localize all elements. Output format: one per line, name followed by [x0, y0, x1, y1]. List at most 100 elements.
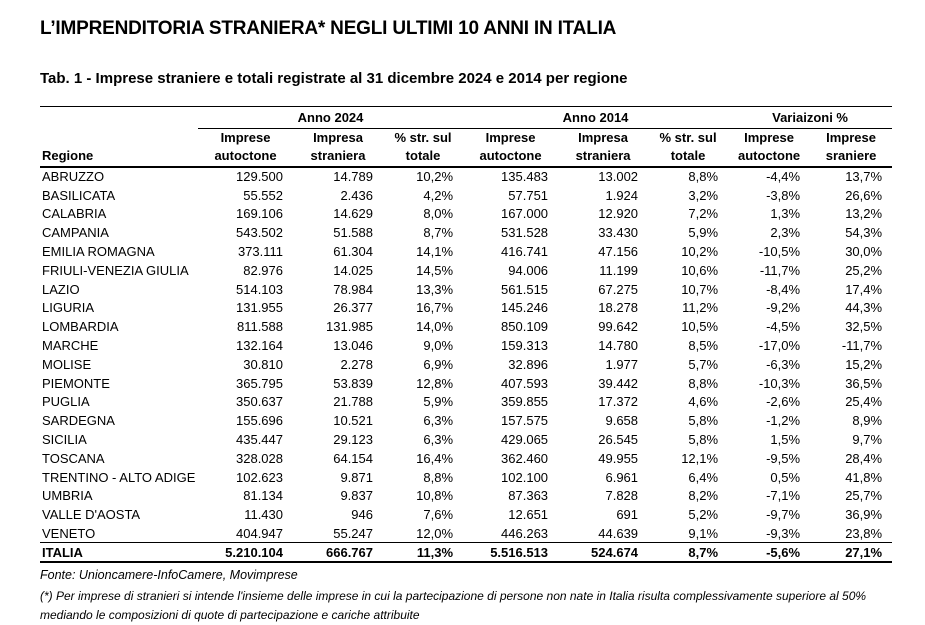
value-cell: 11.199 [599, 262, 639, 278]
region-cell: TOSCANA [42, 450, 105, 466]
value-cell: 11,3% [383, 542, 464, 563]
table-row: PUGLIA 350.637 21.788 5,9% 359.855 17.372 4,6%… [40, 393, 892, 412]
value-cell: 10.521 [333, 413, 373, 429]
value-cell: 9,1% [688, 525, 719, 541]
region-cell: LOMBARDIA [42, 319, 119, 335]
region-cell: ABRUZZO [42, 169, 105, 185]
value-cell: 81.134 [243, 488, 283, 504]
value-cell: 26.377 [333, 300, 373, 316]
value-cell: 61.304 [333, 244, 373, 260]
value-cell: 78.984 [333, 281, 373, 297]
value-cell: 23,8% [845, 525, 883, 541]
value-cell: -9,3% [766, 525, 801, 541]
value-cell: 6,9% [423, 356, 454, 372]
table-caption: Tab. 1 - Imprese straniere e totali regi… [40, 70, 628, 87]
value-cell: 55.552 [243, 187, 283, 203]
value-cell: 5.210.104 [198, 542, 293, 563]
value-cell: 14,5% [416, 262, 454, 278]
value-cell: 12,8% [416, 375, 454, 391]
region-cell: ITALIA [40, 542, 198, 563]
value-cell: 21.788 [333, 394, 373, 410]
definition-note: (*) Per imprese di stranieri si intende … [40, 588, 867, 622]
column-header-var-straniere: Imprese sraniere [810, 128, 893, 168]
value-cell: 0,5% [770, 469, 801, 485]
table-row: UMBRIA 81.134 9.837 10,8% 87.363 7.828 8,2% -7,… [40, 487, 892, 506]
value-cell: 404.947 [236, 525, 283, 541]
value-cell: 6,3% [423, 432, 454, 448]
region-cell: LAZIO [42, 281, 80, 297]
value-cell: 11.430 [244, 507, 283, 523]
region-cell: TRENTINO - ALTO ADIGE [42, 469, 196, 485]
value-cell: 17,4% [845, 281, 883, 297]
table-row: TOSCANA 328.028 64.154 16,4% 362.460 49.955 12… [40, 449, 892, 468]
value-cell: 14.780 [598, 338, 639, 354]
region-cell: MOLISE [42, 356, 92, 372]
value-cell: 666.767 [293, 542, 383, 563]
region-cell: BASILICATA [42, 187, 116, 203]
region-cell: MARCHE [42, 338, 99, 354]
value-cell: 99.642 [598, 319, 639, 335]
table-row: LOMBARDIA 811.588 131.985 14,0% 850.109 99.64… [40, 317, 892, 336]
value-cell: 13,7% [845, 169, 883, 185]
value-cell: 4,2% [423, 187, 454, 203]
value-cell: 11,2% [682, 300, 719, 316]
value-cell: 25,4% [845, 394, 883, 410]
value-cell: 365.795 [236, 375, 283, 391]
value-cell: 14.789 [333, 169, 373, 185]
value-cell: 36,5% [845, 375, 883, 391]
value-cell: -11,7% [759, 262, 801, 278]
value-cell: 8,8% [688, 375, 719, 391]
region-cell: SARDEGNA [42, 413, 115, 429]
value-cell: 514.103 [236, 281, 283, 297]
source-note: Fonte: Unioncamere-InfoCamere, Movimpres… [40, 567, 298, 582]
value-cell: 8,2% [688, 488, 719, 504]
value-cell: -9,7% [766, 507, 801, 523]
table-row: EMILIA ROMAGNA 373.111 61.304 14,1% 416.741 4… [40, 242, 892, 261]
value-cell: 524.674 [558, 542, 649, 563]
value-cell: 87.363 [508, 488, 549, 504]
value-cell: 51.588 [333, 225, 373, 241]
value-cell: 30.810 [243, 356, 283, 372]
value-cell: 10,8% [416, 488, 454, 504]
group-header-empty [40, 106, 198, 129]
value-cell: 1.977 [605, 356, 639, 372]
region-cell: EMILIA ROMAGNA [42, 244, 155, 260]
region-cell: CALABRIA [42, 206, 107, 222]
value-cell: 5.516.513 [463, 542, 559, 563]
table-row: LAZIO 514.103 78.984 13,3% 561.515 67.275 10,7… [40, 280, 892, 299]
value-cell: 8,5% [688, 338, 719, 354]
value-cell: 12,0% [416, 525, 454, 541]
value-cell: 102.623 [236, 469, 283, 485]
value-cell: -4,5% [766, 319, 801, 335]
group-header-row: Anno 2024 Anno 2014 Variaizoni % [40, 106, 893, 129]
value-cell: 14,1% [416, 244, 454, 260]
table-body: ABRUZZO 129.500 14.789 10,2% 135.483 13.002 8,… [40, 167, 893, 563]
value-cell: 13.046 [333, 338, 373, 354]
value-cell: 3,2% [688, 187, 719, 203]
value-cell: -3,8% [766, 187, 801, 203]
column-header-regione: Regione [40, 128, 198, 168]
value-cell: 64.154 [333, 450, 373, 466]
region-cell: VENETO [42, 525, 96, 541]
value-cell: -1,2% [766, 413, 801, 429]
column-header-row: Regione Imprese autoctone Impresa strani… [40, 128, 893, 168]
value-cell: -7,1% [766, 488, 801, 504]
value-cell: -8,4% [766, 281, 801, 297]
value-cell: 446.263 [501, 525, 549, 541]
value-cell: 14.025 [333, 262, 373, 278]
value-cell: 39.442 [598, 375, 639, 391]
value-cell: 41,8% [845, 469, 883, 485]
value-cell: 359.855 [501, 394, 549, 410]
value-cell: 13,2% [845, 206, 883, 222]
value-cell: 8,0% [423, 206, 454, 222]
regions-data-table: Anno 2024 Anno 2014 Variaizoni % Regione… [40, 106, 893, 563]
value-cell: 132.164 [236, 338, 283, 354]
table-row: TRENTINO - ALTO ADIGE 102.623 9.871 8,8% 102… [40, 468, 892, 487]
value-cell: 1,3% [770, 206, 801, 222]
value-cell: 53.839 [333, 375, 373, 391]
value-cell: 5,2% [688, 507, 719, 523]
group-header-anno-2024: Anno 2024 [198, 106, 464, 129]
value-cell: 57.751 [508, 187, 549, 203]
value-cell: 12.651 [508, 507, 549, 523]
value-cell: -9,2% [766, 300, 801, 316]
